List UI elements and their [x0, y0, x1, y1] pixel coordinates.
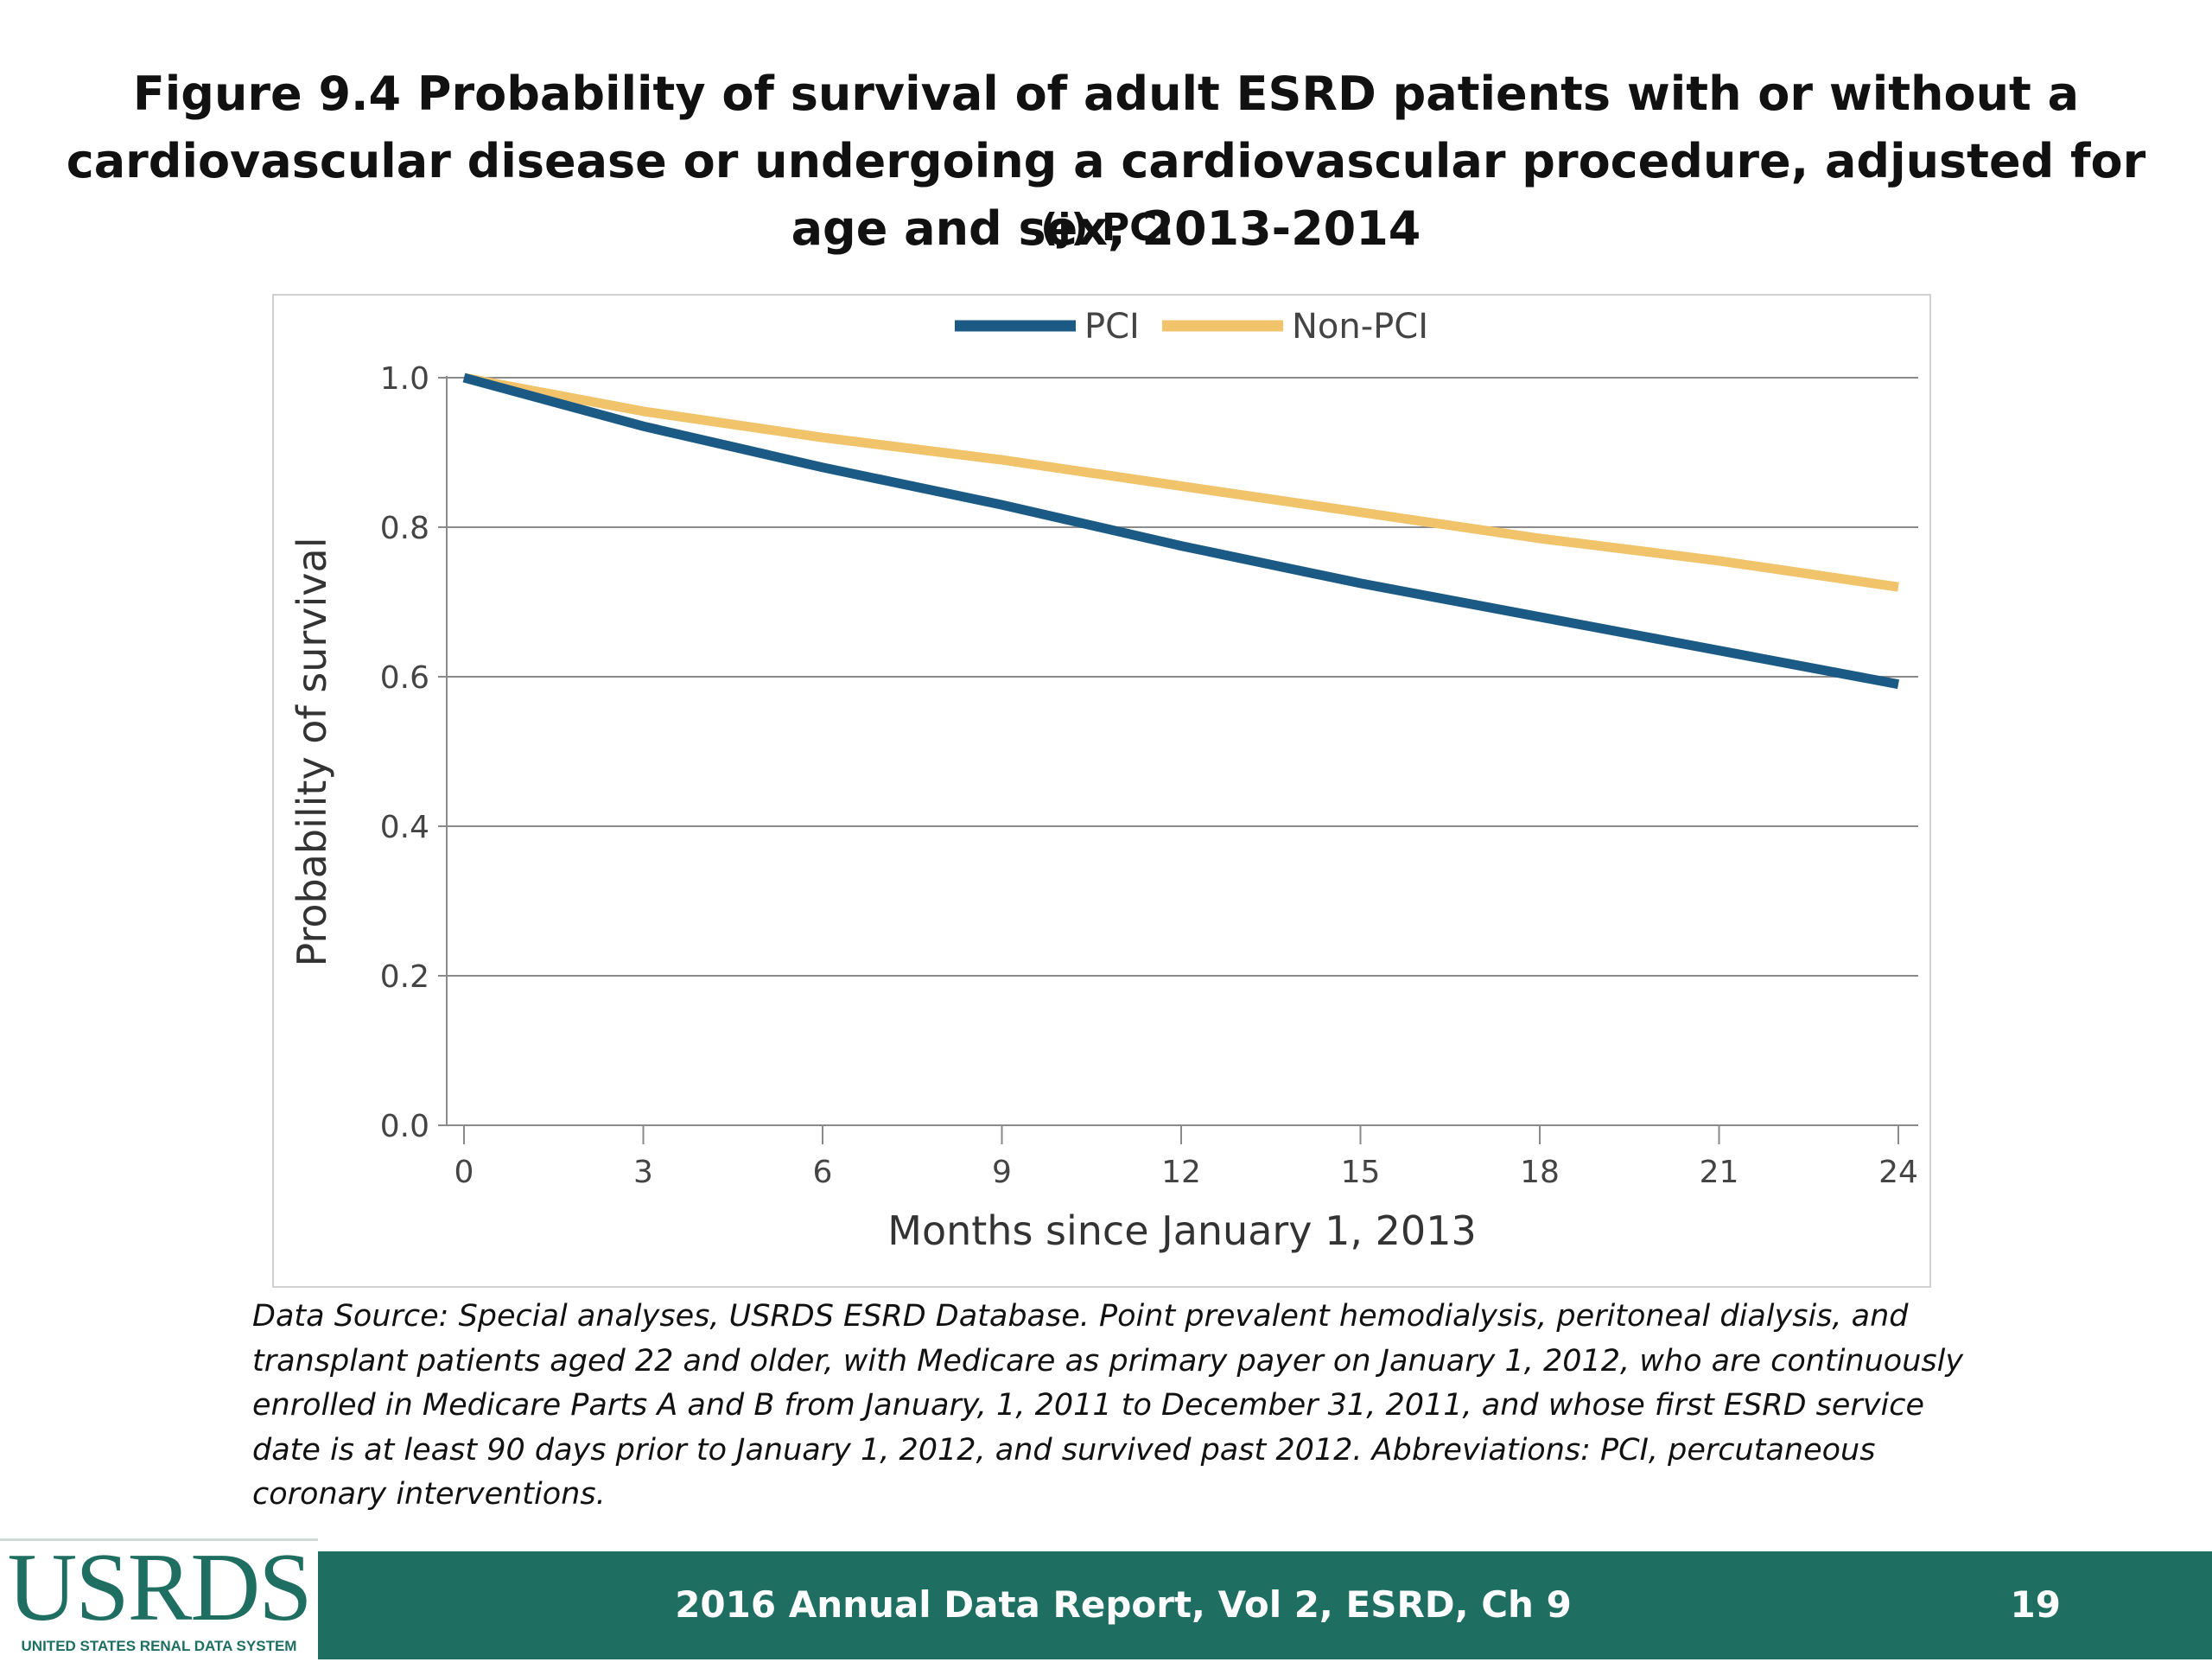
- y-axis-label: Probability of survival: [289, 538, 335, 967]
- figure-subtitle: (j) PCI: [1040, 206, 1172, 250]
- legend-label-non-pci: Non-PCI: [1292, 307, 1428, 347]
- figure-title: Figure 9.4 Probability of survival of ad…: [66, 67, 2146, 256]
- x-tick-label: 3: [633, 1155, 653, 1190]
- x-tick-label: 0: [454, 1155, 474, 1190]
- footer-bar: [0, 1551, 2212, 1659]
- series-line-non-pci: [462, 373, 1899, 592]
- survival-line-chart: 0.0 0.2 0.4 0.6 0.8 1.0 0 3 6 9 12 15 18 21 24 Months s…: [289, 307, 1918, 1254]
- legend-label-pci: PCI: [1084, 307, 1140, 347]
- y-tick-label: 1.0: [380, 361, 429, 397]
- logo-tagline: UNITED STATES RENAL DATA SYSTEM: [21, 1638, 297, 1654]
- x-tick-label: 9: [992, 1155, 1012, 1190]
- y-tick-label: 0.4: [380, 810, 429, 845]
- x-tick-label: 21: [1700, 1155, 1739, 1190]
- footer-report-title: 2016 Annual Data Report, Vol 2, ESRD, Ch…: [675, 1583, 1572, 1626]
- x-axis-label: Months since January 1, 2013: [887, 1207, 1476, 1254]
- y-tick-label: 0.8: [380, 511, 429, 546]
- page-number: 19: [2010, 1583, 2061, 1626]
- data-source-note: Data Source: Special analyses, USRDS ESR…: [252, 1299, 1964, 1512]
- x-tick-label: 18: [1520, 1155, 1560, 1190]
- usrds-logo: [0, 1538, 318, 1662]
- series-line-pci: [462, 373, 1900, 690]
- y-tick-label: 0.0: [380, 1109, 429, 1144]
- y-tick-label: 0.2: [380, 959, 429, 995]
- y-tick-label: 0.6: [380, 660, 429, 696]
- x-tick-label: 24: [1878, 1155, 1918, 1190]
- x-tick-label: 12: [1161, 1155, 1201, 1190]
- logo-wordmark: USRDS: [7, 1534, 312, 1641]
- x-tick-label: 6: [813, 1155, 833, 1190]
- x-tick-label: 15: [1341, 1155, 1381, 1190]
- chart-frame: [272, 294, 1931, 1288]
